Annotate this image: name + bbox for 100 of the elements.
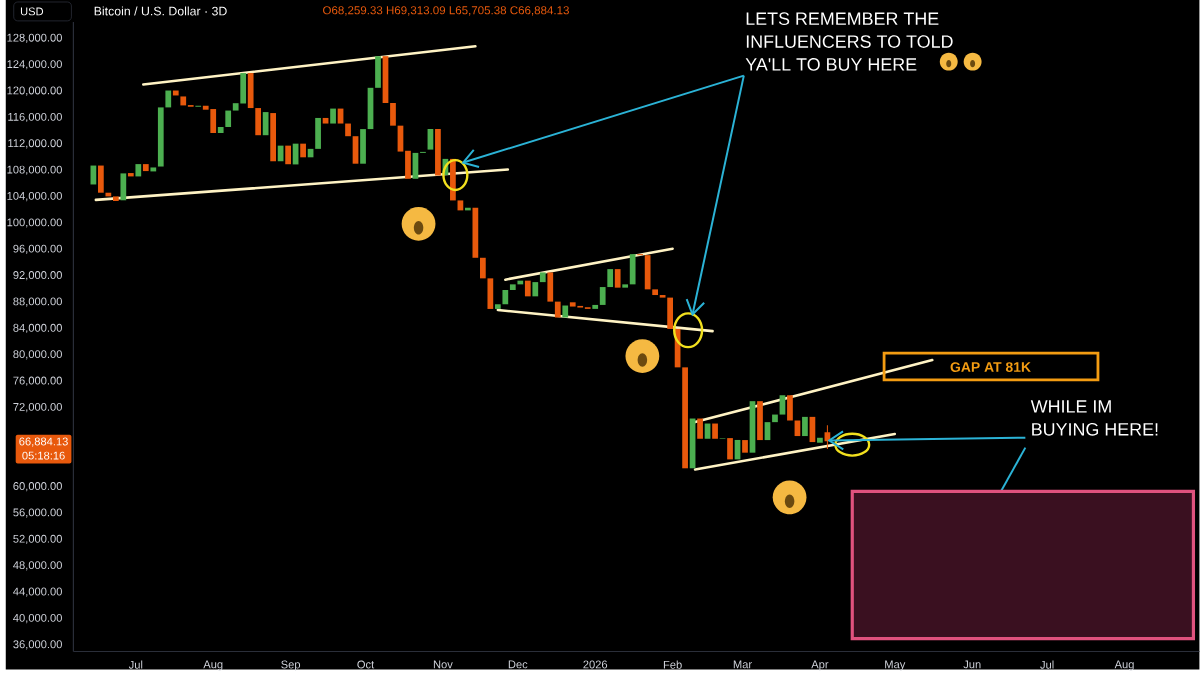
x-tick-label: Aug — [203, 660, 223, 671]
candlestick — [180, 96, 187, 106]
text: O68,259.33 H69,313.09 L65,705.38 C66,884.13 — [323, 6, 569, 16]
x-tick-label: Dec — [508, 660, 528, 669]
x-tick-label: Jul — [128, 660, 143, 669]
y-tick-label: 116,000.00 — [8, 112, 62, 122]
y-tick-label: 112,000.00 — [8, 139, 62, 149]
annotation: LETS REMEMBER THE INFLUENCERS TO TOLD YA'LL TO BUY HERE — [745, 12, 953, 71]
candlestick — [659, 294, 666, 298]
y-tick-label: 36,000.00 — [13, 640, 62, 650]
candlestick — [539, 272, 546, 282]
candlestick — [127, 172, 134, 177]
candlestick — [142, 163, 149, 171]
candlestick — [270, 112, 277, 162]
y-tick-label: 52,000.00 — [13, 534, 62, 544]
candlestick — [150, 167, 157, 172]
y-tick-label: 72,000.00 — [13, 402, 62, 413]
y-tick-label: 128,000.00 — [7, 33, 62, 43]
y-tick-label: 108,000.00 — [7, 165, 62, 175]
y-tick-label: 96,000.00 — [13, 244, 62, 254]
candlestick — [742, 439, 748, 453]
x-tick-label: Feb — [663, 660, 682, 669]
chart-title: Bitcoin / U.S. Dollar · 3D — [94, 6, 227, 16]
x-tick-label: 2026 — [583, 660, 608, 669]
x-tick-label: May — [885, 660, 906, 671]
candlestick — [622, 284, 629, 288]
y-tick-label: 60,000.00 — [13, 481, 62, 492]
candlestick — [614, 269, 621, 288]
x-tick-label: Nov — [433, 660, 453, 669]
candlestick — [502, 289, 509, 305]
candlestick — [322, 117, 329, 124]
candlestick — [247, 72, 254, 108]
candlestick — [390, 102, 396, 126]
candlestick — [435, 128, 441, 176]
x-tick-label: Sep — [281, 660, 301, 671]
y-tick-label: 48,000.00 — [13, 561, 62, 571]
annotation: GAP AT 81K — [950, 362, 1031, 372]
x-tick-label: Mar — [733, 660, 752, 669]
y-tick-label: 104,000.00 — [7, 191, 62, 202]
candlestick — [652, 289, 658, 295]
candlestick — [787, 395, 793, 421]
y-tick-label: 84,000.00 — [13, 323, 62, 333]
candlestick — [667, 297, 673, 329]
candlestick — [629, 254, 636, 285]
y-tick-label: 44,000.00 — [13, 587, 62, 597]
candlestick — [607, 269, 614, 287]
candlestick — [405, 150, 411, 179]
y-tick-label: 120,000.00 — [7, 86, 62, 96]
y-tick-label: 80,000.00 — [13, 350, 62, 360]
candlestick — [157, 107, 164, 167]
candlestick — [794, 420, 801, 436]
candlestick — [817, 437, 823, 443]
candlestick — [360, 128, 366, 164]
x-tick-label: Apr — [811, 660, 829, 671]
y-tick-label: 88,000.00 — [13, 297, 62, 307]
candlestick — [562, 305, 569, 318]
candlestick — [262, 111, 269, 136]
candlestick — [120, 173, 127, 201]
y-tick-label: 100,000.00 — [7, 218, 62, 228]
candlestick — [225, 110, 232, 127]
x-tick-label: Oct — [357, 660, 375, 669]
y-tick-label: 40,000.00 — [13, 613, 62, 624]
candlestick — [330, 108, 336, 124]
candlestick — [547, 272, 554, 302]
candlestick — [375, 56, 381, 88]
candlestick — [472, 207, 479, 258]
candlestick — [524, 280, 531, 297]
candlestick — [779, 395, 786, 415]
candlestick — [479, 257, 486, 279]
candlestick — [599, 286, 606, 305]
candlestick — [300, 143, 306, 158]
candlestick — [757, 401, 763, 440]
annotation: WHILE IM BUYING HERE! — [1030, 400, 1158, 436]
candlestick — [592, 304, 599, 309]
candlestick — [112, 196, 119, 201]
text: USD — [20, 7, 44, 16]
y-tick-label: 76,000.00 — [13, 376, 62, 386]
candlestick — [644, 255, 651, 290]
candlestick — [697, 418, 703, 439]
candlestick — [554, 301, 561, 318]
y-tick-label: 56,000.00 — [13, 508, 62, 518]
x-tick-label: Jul — [1040, 660, 1054, 669]
candlestick — [727, 437, 733, 460]
candlestick — [97, 165, 104, 193]
y-tick-label: 124,000.00 — [7, 60, 62, 70]
candlestick — [285, 145, 291, 165]
candlestick — [802, 416, 808, 436]
candlestick — [315, 117, 321, 149]
candlestick — [187, 104, 194, 107]
text: 05:18:16 — [22, 451, 65, 460]
candlestick — [494, 304, 501, 309]
candlestick — [165, 90, 172, 108]
candlestick — [345, 123, 351, 137]
text: 66,884.13 — [19, 437, 68, 447]
candlestick — [487, 278, 494, 309]
y-tick-label: 92,000.00 — [13, 271, 62, 281]
candlestick — [682, 367, 688, 469]
candlestick — [217, 126, 224, 133]
candlestick — [255, 107, 262, 136]
x-tick-label: Jun — [963, 660, 981, 669]
